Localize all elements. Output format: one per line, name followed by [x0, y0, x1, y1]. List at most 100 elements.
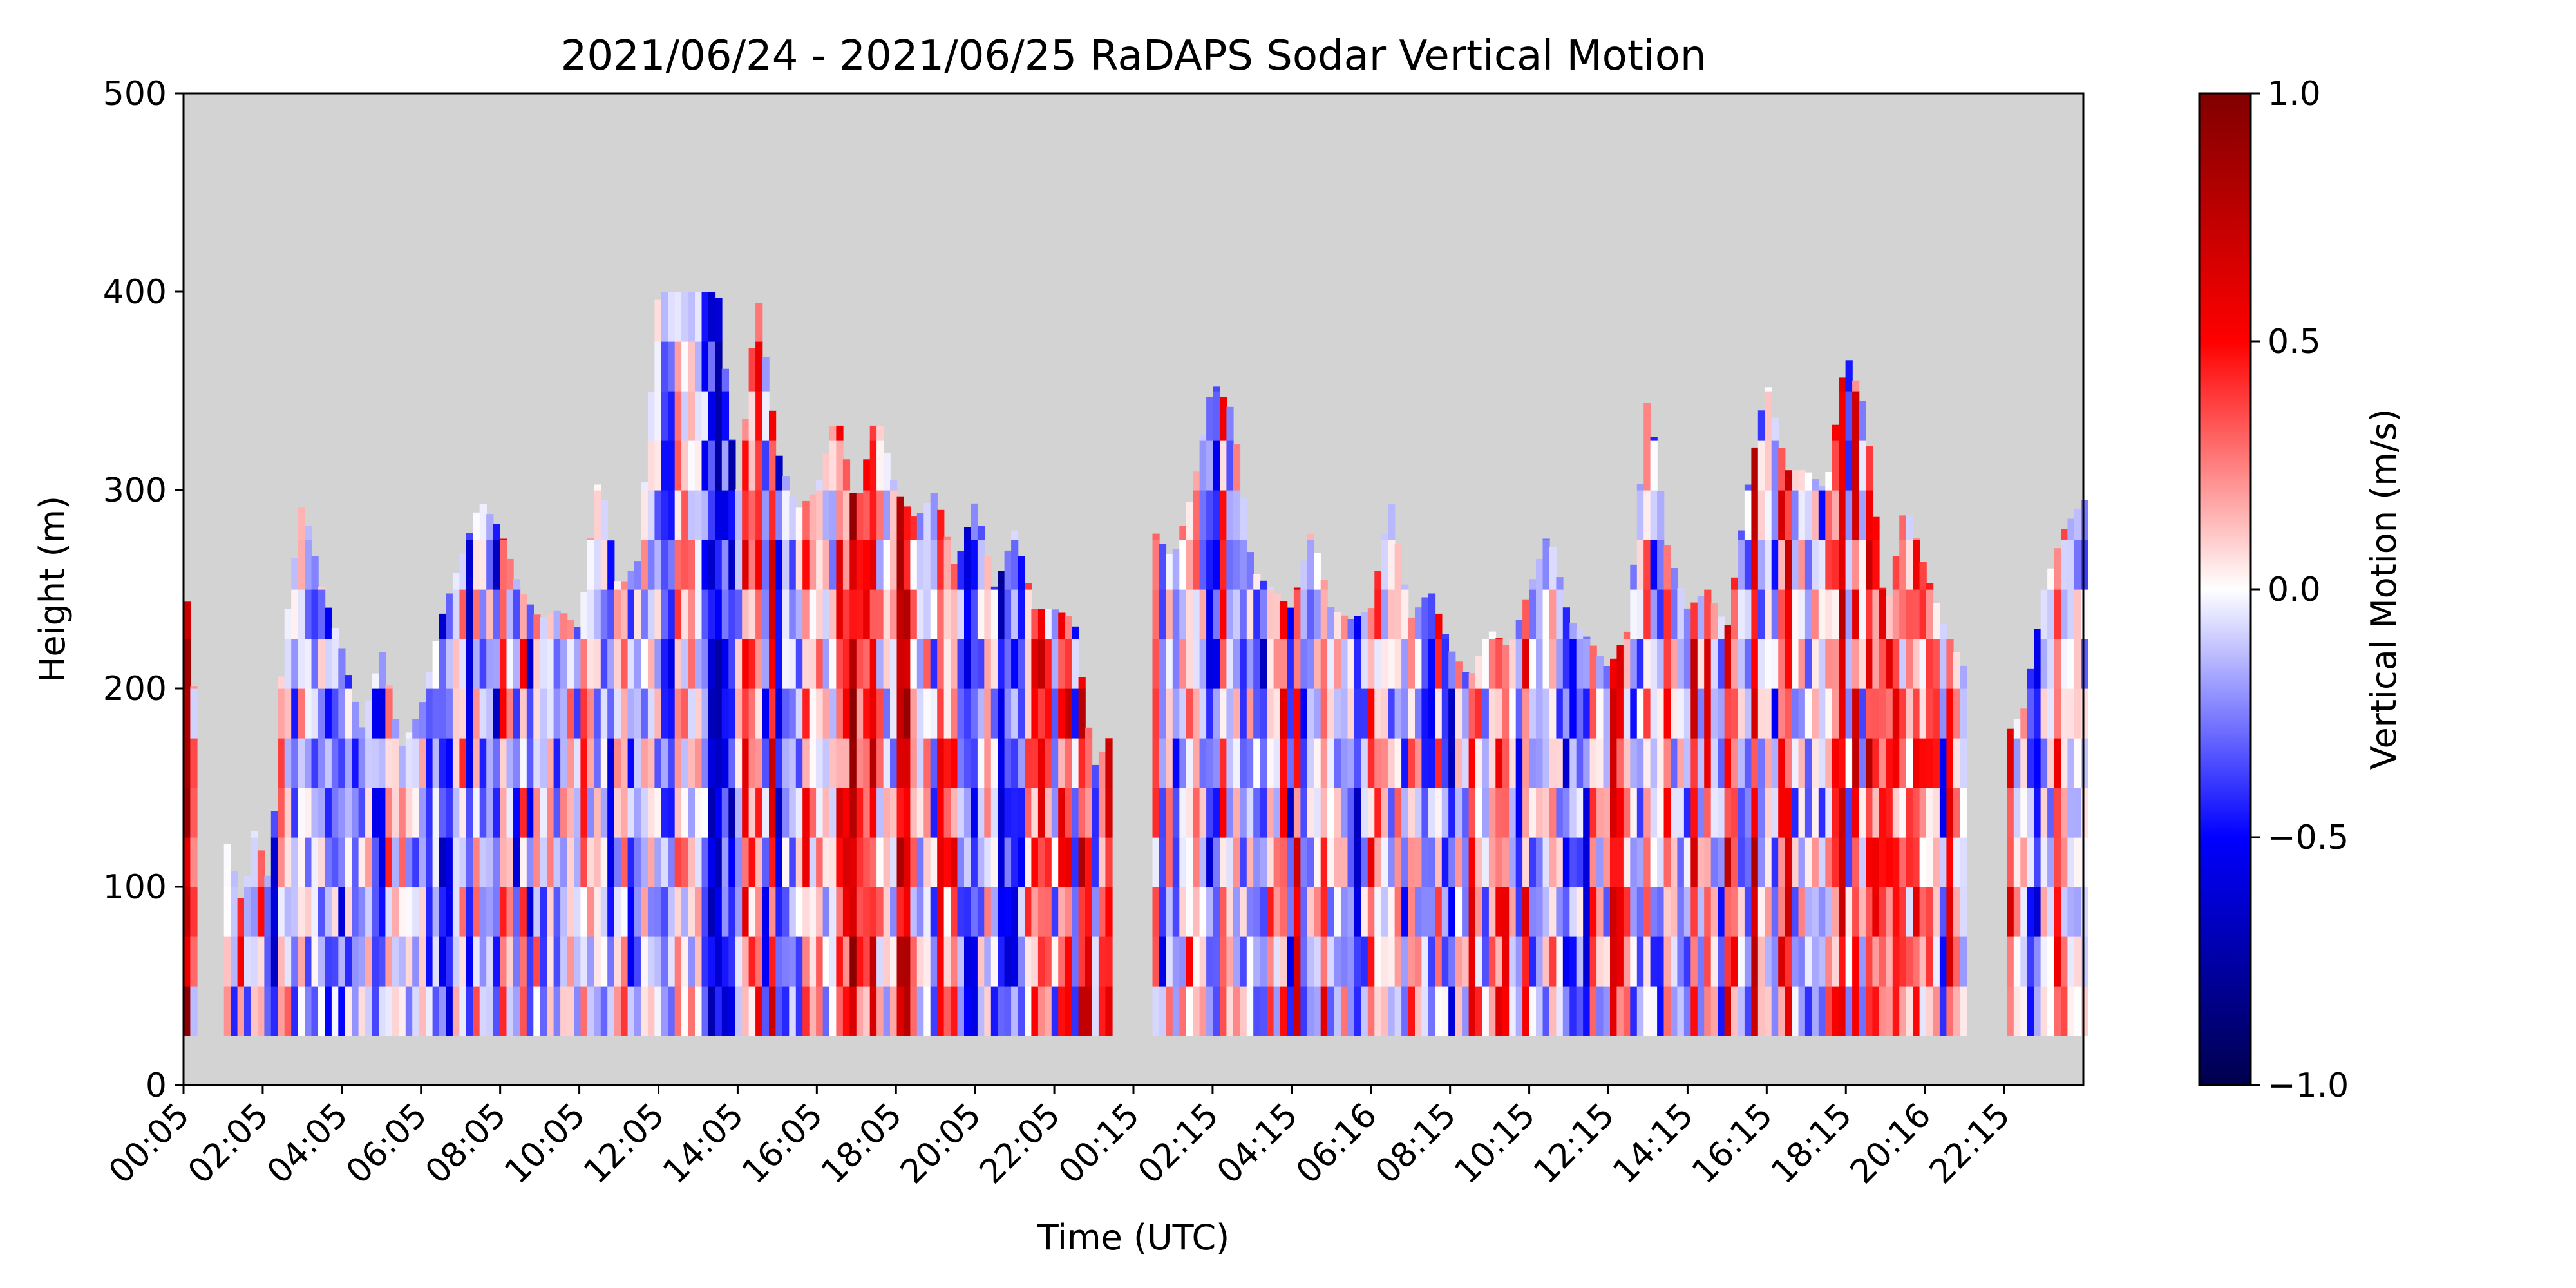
heatmap-cell: [1859, 401, 1866, 441]
heatmap-cell: [587, 837, 595, 887]
heatmap-cell: [1509, 837, 1517, 887]
heatmap-cell: [930, 688, 938, 739]
heatmap-cell: [896, 738, 904, 788]
heatmap-cell: [1213, 540, 1220, 590]
heatmap-cell: [923, 837, 931, 887]
heatmap-cell: [1731, 837, 1739, 887]
heatmap-cell: [998, 936, 1005, 987]
heatmap-cell: [311, 887, 319, 937]
heatmap-cell: [1462, 837, 1470, 887]
heatmap-cell: [1731, 986, 1739, 1036]
heatmap-cell: [486, 639, 494, 689]
heatmap-cell: [1549, 589, 1557, 639]
heatmap-cell: [1509, 738, 1517, 788]
heatmap-cell: [748, 540, 756, 590]
heatmap-cell: [1394, 589, 1402, 639]
heatmap-cell: [1240, 788, 1247, 838]
heatmap-cell: [681, 391, 689, 441]
heatmap-cell: [721, 688, 729, 739]
heatmap-cell: [1092, 764, 1099, 788]
heatmap-cell: [305, 936, 312, 987]
heatmap-cell: [1260, 639, 1267, 689]
heatmap-cell: [1166, 589, 1173, 639]
heatmap-cell: [594, 986, 601, 1036]
heatmap-cell: [1415, 837, 1423, 887]
heatmap-cell: [331, 688, 339, 739]
heatmap-cell: [1401, 584, 1409, 590]
heatmap-cell: [1065, 788, 1072, 838]
heatmap-cell: [1435, 688, 1443, 739]
heatmap-cell: [943, 738, 951, 788]
heatmap-cell: [1636, 540, 1644, 590]
heatmap-cell: [1569, 623, 1577, 639]
heatmap-cell: [1260, 887, 1267, 937]
heatmap-cell: [2040, 589, 2048, 590]
heatmap-cell: [587, 788, 595, 838]
heatmap-cell: [1078, 986, 1086, 1036]
heatmap-cell: [849, 589, 857, 639]
heatmap-cell: [1509, 688, 1517, 739]
heatmap-cell: [1502, 788, 1510, 838]
heatmap-cell: [1960, 665, 1967, 689]
heatmap-cell: [184, 788, 191, 838]
heatmap-cell: [1213, 440, 1220, 491]
heatmap-cell: [1347, 619, 1355, 639]
heatmap-cell: [903, 688, 911, 739]
heatmap-cell: [842, 887, 851, 937]
heatmap-cell: [600, 887, 608, 937]
heatmap-cell: [1812, 788, 1819, 838]
heatmap-cell: [1933, 738, 1940, 788]
heatmap-cell: [1697, 887, 1705, 937]
heatmap-cell: [553, 936, 561, 987]
heatmap-cell: [1320, 788, 1328, 838]
heatmap-cell: [1199, 589, 1207, 639]
heatmap-cell: [1011, 738, 1019, 788]
heatmap-cell: [715, 887, 723, 937]
heatmap-cell: [883, 837, 891, 887]
heatmap-cell: [2074, 788, 2082, 838]
heatmap-cell: [1818, 936, 1826, 987]
heatmap-cell: [305, 526, 312, 540]
heatmap-cell: [338, 887, 346, 937]
heatmap-cell: [1401, 986, 1409, 1036]
heatmap-cell: [419, 887, 426, 937]
heatmap-cell: [479, 504, 487, 540]
heatmap-cell: [654, 639, 662, 689]
heatmap-cell: [1246, 552, 1254, 590]
heatmap-cell: [1220, 688, 1227, 739]
heatmap-cell: [863, 540, 871, 590]
heatmap-cell: [291, 688, 299, 739]
heatmap-cell: [984, 688, 992, 739]
heatmap-cell: [1569, 788, 1577, 838]
heatmap-cell: [721, 986, 729, 1036]
heatmap-cell: [1273, 788, 1281, 838]
heatmap-cell: [486, 540, 494, 590]
heatmap-cell: [688, 887, 696, 937]
heatmap-cell: [1011, 639, 1019, 689]
heatmap-cell: [331, 628, 339, 639]
heatmap-cell: [493, 936, 500, 987]
heatmap-cell: [964, 639, 972, 689]
heatmap-cell: [923, 887, 931, 937]
heatmap-cell: [1435, 986, 1443, 1036]
heatmap-cell: [1462, 887, 1470, 937]
heatmap-cell: [1468, 936, 1476, 987]
heatmap-cell: [1792, 986, 1799, 1036]
heatmap-cell: [594, 688, 601, 739]
heatmap-cell: [1556, 639, 1564, 689]
heatmap-cell: [701, 887, 709, 937]
heatmap-cell: [816, 589, 824, 639]
heatmap-cell: [284, 639, 292, 689]
heatmap-cell: [1226, 788, 1234, 838]
heatmap-cell: [331, 887, 339, 937]
heatmap-cell: [1031, 986, 1039, 1036]
heatmap-cell: [278, 936, 285, 987]
heatmap-cell: [1731, 589, 1739, 639]
heatmap-cell: [1804, 837, 1813, 887]
heatmap-cell: [533, 986, 541, 1036]
heatmap-cell: [1866, 490, 1873, 540]
heatmap-cell: [1199, 936, 1207, 987]
heatmap-cell: [1314, 788, 1321, 838]
heatmap-cell: [1953, 887, 1960, 937]
heatmap-cell: [1435, 837, 1443, 887]
